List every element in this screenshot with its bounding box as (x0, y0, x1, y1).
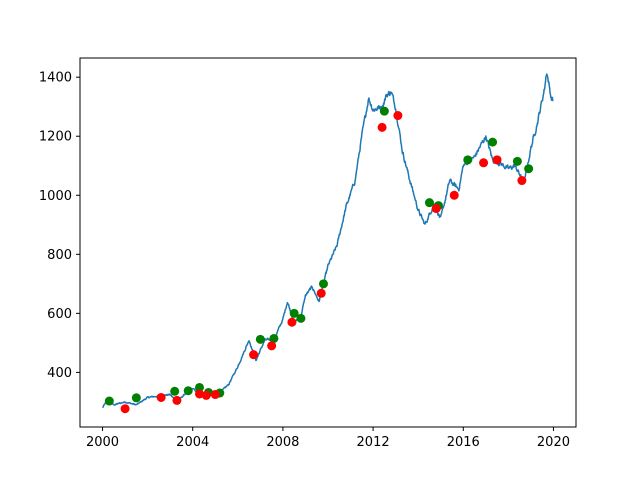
green-marker-point (194, 382, 204, 392)
red-marker-point (267, 341, 277, 351)
red-marker-point (316, 288, 326, 298)
marker-layer (104, 106, 534, 414)
green-marker-point (379, 106, 389, 116)
red-marker-point (287, 317, 297, 327)
red-marker-point (492, 155, 502, 165)
red-marker-point (156, 392, 166, 402)
green-marker-point (524, 164, 534, 174)
plot-frame (79, 57, 577, 428)
green-marker-point (512, 156, 522, 166)
green-marker-point (289, 308, 299, 318)
red-marker-point (194, 389, 204, 399)
red-marker-point (120, 404, 130, 414)
red-marker-point (201, 390, 211, 400)
green-marker-point (170, 386, 180, 396)
red-marker-point (449, 190, 459, 200)
y-tick-label: 1000 (39, 189, 72, 204)
red-marker-point (377, 122, 387, 132)
green-marker-point (131, 393, 141, 403)
green-marker-point (424, 198, 434, 208)
y-tick-label: 1400 (39, 71, 72, 86)
red-marker-point (210, 390, 220, 400)
green-marker-point (183, 386, 193, 396)
x-tick-label: 2008 (266, 435, 299, 450)
green-marker-point (318, 279, 328, 289)
x-tick-label: 2020 (537, 435, 570, 450)
green-marker-point (255, 334, 265, 344)
green-marker-point (296, 313, 306, 323)
red-marker-point (393, 111, 403, 121)
green-marker-point (488, 137, 498, 147)
green-marker-point (463, 155, 473, 165)
y-tick-label: 1200 (39, 130, 72, 145)
red-marker-point (431, 204, 441, 214)
x-axis: 2000 2004 2008 2012 2016 2020 (86, 427, 570, 450)
red-marker-point (479, 158, 489, 168)
y-axis: 400 600 800 1000 1200 1400 (39, 71, 80, 381)
y-tick-label: 400 (47, 366, 72, 381)
x-tick-label: 2012 (357, 435, 390, 450)
x-tick-label: 2016 (447, 435, 480, 450)
green-marker-point (104, 396, 114, 406)
x-tick-label: 2004 (176, 435, 209, 450)
y-tick-label: 800 (47, 248, 72, 263)
red-marker-point (249, 350, 259, 360)
red-marker-point (172, 395, 182, 405)
x-tick-label: 2000 (86, 435, 119, 450)
red-marker-point (517, 176, 527, 186)
green-marker-point (269, 333, 279, 343)
y-tick-label: 600 (47, 307, 72, 322)
